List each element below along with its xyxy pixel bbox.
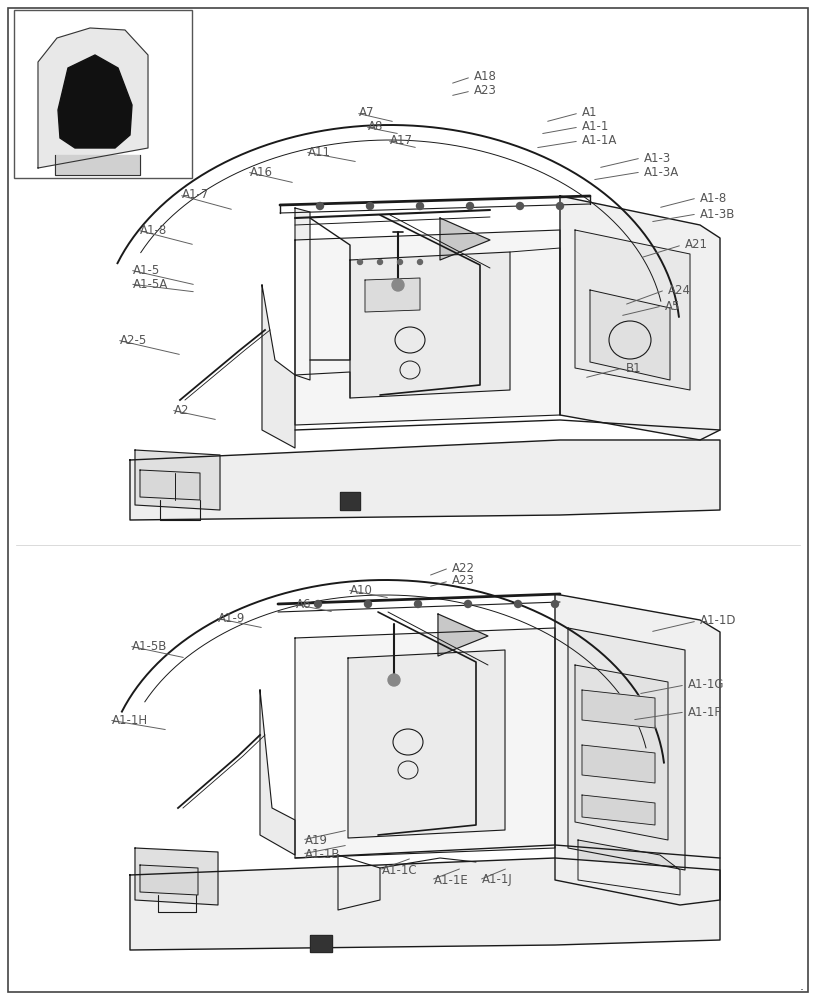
Text: A1-1E: A1-1E [434, 874, 468, 886]
Circle shape [467, 202, 473, 210]
Polygon shape [295, 628, 555, 858]
Text: A1-1A: A1-1A [582, 134, 618, 147]
Polygon shape [135, 848, 218, 905]
Text: A21: A21 [685, 238, 708, 251]
Polygon shape [560, 196, 720, 440]
Circle shape [557, 202, 564, 210]
Text: A1-1C: A1-1C [382, 863, 418, 876]
Text: A1-8: A1-8 [700, 192, 727, 205]
Text: A1-9: A1-9 [218, 611, 246, 624]
Text: A18: A18 [474, 70, 497, 84]
Polygon shape [555, 594, 720, 905]
Text: A1-3A: A1-3A [644, 165, 679, 178]
Polygon shape [575, 665, 668, 840]
Text: A24: A24 [668, 284, 691, 296]
Circle shape [552, 600, 558, 607]
Text: A1-1H: A1-1H [112, 714, 149, 726]
Text: A1-5: A1-5 [133, 263, 160, 276]
Polygon shape [348, 650, 505, 838]
Text: A1-8: A1-8 [140, 224, 167, 236]
Text: A8: A8 [368, 120, 384, 133]
Polygon shape [140, 470, 200, 500]
Polygon shape [590, 290, 670, 380]
Circle shape [317, 202, 323, 210]
Text: A1-3: A1-3 [644, 151, 672, 164]
Circle shape [392, 279, 404, 291]
Text: A23: A23 [452, 574, 475, 587]
Polygon shape [575, 230, 690, 390]
Polygon shape [55, 155, 140, 175]
Polygon shape [582, 795, 655, 825]
Circle shape [388, 674, 400, 686]
Polygon shape [582, 690, 655, 728]
Polygon shape [58, 55, 132, 148]
Text: A2: A2 [174, 403, 189, 416]
Text: A1-1: A1-1 [582, 120, 610, 133]
Polygon shape [295, 230, 560, 425]
Text: A1-1J: A1-1J [482, 874, 512, 886]
Circle shape [416, 202, 424, 210]
Text: A17: A17 [390, 134, 413, 147]
Text: A1-1B: A1-1B [305, 848, 340, 860]
Text: A11: A11 [308, 145, 331, 158]
Circle shape [366, 202, 374, 210]
Circle shape [378, 259, 383, 264]
Polygon shape [568, 628, 685, 870]
Circle shape [365, 600, 371, 607]
Text: A5: A5 [665, 300, 681, 312]
Text: A1-7: A1-7 [182, 188, 210, 202]
Circle shape [464, 600, 472, 607]
Text: A2-5: A2-5 [120, 334, 147, 347]
Text: A1-1G: A1-1G [688, 678, 725, 692]
Polygon shape [140, 865, 198, 895]
Bar [14, 10, 192, 178]
Text: B1: B1 [626, 361, 641, 374]
Polygon shape [438, 614, 488, 656]
Text: A6: A6 [296, 597, 312, 610]
Polygon shape [262, 285, 295, 448]
Circle shape [418, 259, 423, 264]
Polygon shape [135, 450, 220, 510]
Polygon shape [260, 690, 295, 855]
Polygon shape [130, 440, 720, 520]
Polygon shape [340, 492, 360, 510]
Polygon shape [578, 840, 680, 895]
Circle shape [357, 259, 362, 264]
Polygon shape [130, 858, 720, 950]
Text: A1-1F: A1-1F [688, 706, 722, 718]
Circle shape [415, 600, 422, 607]
Text: A1-5A: A1-5A [133, 277, 168, 290]
Text: A1-1D: A1-1D [700, 614, 737, 628]
Text: A23: A23 [474, 85, 497, 98]
Circle shape [515, 600, 521, 607]
Polygon shape [440, 218, 490, 260]
Text: A16: A16 [250, 165, 273, 178]
Text: A22: A22 [452, 562, 475, 574]
Polygon shape [350, 252, 510, 398]
Text: A19: A19 [305, 834, 328, 846]
Text: A1-3B: A1-3B [700, 208, 735, 221]
Polygon shape [38, 28, 148, 168]
Circle shape [397, 259, 402, 264]
Text: A7: A7 [359, 106, 375, 119]
Circle shape [517, 202, 524, 210]
Text: A1: A1 [582, 106, 597, 119]
Text: .: . [800, 980, 804, 993]
Circle shape [314, 600, 322, 607]
Polygon shape [582, 745, 655, 783]
Text: A1-5B: A1-5B [132, 640, 167, 652]
Polygon shape [295, 208, 310, 380]
Polygon shape [310, 935, 332, 952]
Text: A10: A10 [350, 584, 373, 596]
Polygon shape [365, 278, 420, 312]
